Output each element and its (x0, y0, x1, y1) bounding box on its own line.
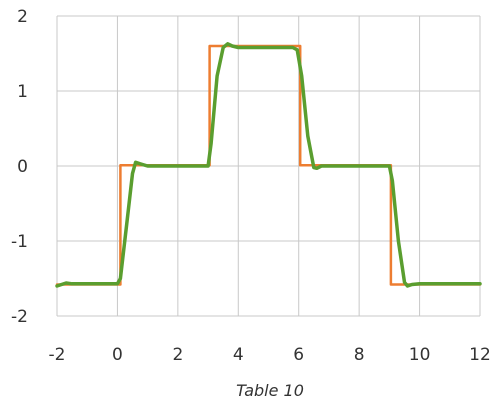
x-tick-label: 0 (112, 345, 123, 365)
y-tick-label: -1 (11, 232, 28, 252)
x-tick-label: 8 (354, 345, 365, 365)
green-response-series-line (55, 42, 482, 288)
y-axis-tick-labels: -2 -1 0 1 2 (11, 7, 28, 327)
chart-caption: Table 10 (236, 381, 304, 400)
series-group (55, 42, 482, 288)
x-tick-label: 6 (293, 345, 304, 365)
y-tick-label: 2 (17, 7, 28, 27)
x-tick-label: 10 (409, 345, 431, 365)
x-tick-label: 12 (469, 345, 491, 365)
x-axis-tick-labels: -2 0 2 4 6 8 10 12 (49, 345, 491, 365)
orange-step-series-line (55, 44, 482, 286)
y-tick-label: -2 (11, 307, 28, 327)
x-tick-label: 4 (233, 345, 244, 365)
x-tick-label: 2 (172, 345, 183, 365)
y-tick-label: 0 (17, 157, 28, 177)
y-tick-label: 1 (17, 82, 28, 102)
x-tick-label: -2 (49, 345, 66, 365)
